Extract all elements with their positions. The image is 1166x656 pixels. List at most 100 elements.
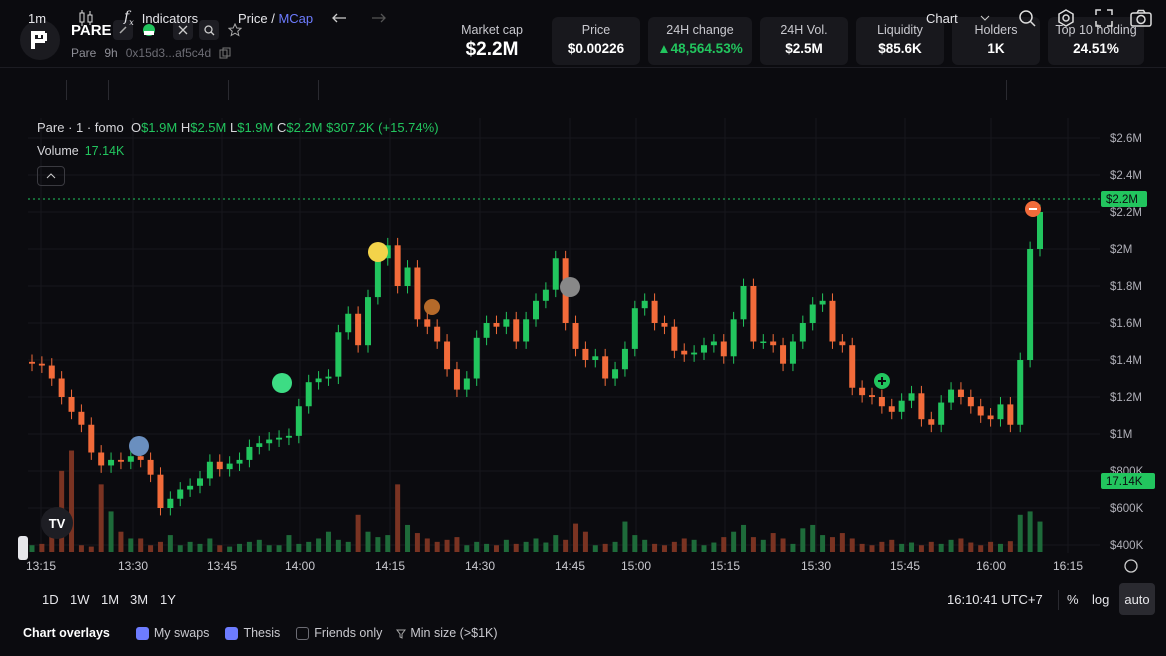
price-mcap-toggle[interactable]: Price / MCap	[238, 10, 314, 26]
candle-body	[671, 326, 678, 351]
candle-body	[38, 363, 45, 366]
range-1m[interactable]: 1M	[101, 592, 120, 607]
chevron-up-icon	[46, 173, 56, 179]
range-3m[interactable]: 3M	[130, 592, 149, 607]
candle-body	[108, 459, 115, 466]
volume-bar	[829, 537, 835, 552]
star-icon[interactable]	[225, 20, 245, 40]
candle-body	[1017, 360, 1024, 425]
stat-liquidity: Liquidity $85.6K	[856, 17, 944, 65]
search-icon[interactable]	[199, 20, 219, 40]
volume-bar	[988, 541, 994, 552]
volume-bar	[414, 533, 420, 552]
volume-bar	[968, 542, 974, 552]
token-name: PARE	[71, 22, 112, 39]
candle-body	[117, 459, 124, 462]
volume-bar	[1027, 511, 1033, 552]
redo-icon[interactable]	[370, 0, 386, 36]
overlay-my-swaps[interactable]: My swaps	[135, 626, 209, 641]
y-tick-label: $1.8M	[1110, 281, 1142, 293]
range-1d[interactable]: 1D	[42, 592, 59, 607]
overlay-thesis[interactable]: Thesis	[225, 626, 280, 641]
candle-body	[256, 443, 263, 447]
user-avatar-marker	[129, 436, 149, 456]
volume-bar	[227, 546, 233, 552]
x-twitter-icon[interactable]	[173, 20, 193, 40]
undo-icon[interactable]	[332, 0, 348, 36]
x-tick-label: 16:15	[1053, 559, 1083, 573]
interval-select[interactable]: 1m	[28, 10, 47, 26]
volume-bar	[602, 543, 608, 552]
volume-bar	[721, 537, 727, 552]
candle-body	[1037, 212, 1043, 249]
overlay-min-size[interactable]: Min size (>$1K)	[396, 626, 498, 640]
volume-bar	[859, 543, 865, 552]
volume-bar	[148, 545, 154, 552]
indicator-search-icon[interactable]	[1018, 0, 1036, 36]
candle-body	[434, 326, 441, 342]
range-1y[interactable]: 1Y	[160, 592, 176, 607]
auto-scale-toggle[interactable]: auto	[1119, 583, 1155, 615]
price-chart[interactable]: $2.6M $2.4M $2.2M $2M $1.8M $1.6M $1.4M $1.2M $1…	[0, 110, 1166, 580]
percent-scale-toggle[interactable]: %	[1067, 592, 1079, 607]
volume-bar	[671, 541, 677, 552]
token-ticker: Pare	[71, 46, 97, 60]
pump-icon[interactable]	[139, 20, 159, 40]
token-logo	[20, 20, 60, 60]
candle-body	[266, 439, 273, 444]
copy-icon[interactable]	[219, 47, 231, 59]
chevron-down-icon	[980, 15, 990, 21]
token-header: PARE Pare 9h 0x15d3...af5c4d	[0, 0, 1166, 68]
stat-24h-volume: 24H Vol. $2.5M	[760, 17, 848, 65]
candle-body	[276, 437, 283, 440]
edit-icon[interactable]	[113, 20, 133, 40]
log-scale-toggle[interactable]: log	[1092, 592, 1110, 607]
volume-bar	[177, 545, 183, 552]
candle-body	[908, 393, 915, 401]
y-tick-label: $2.4M	[1110, 170, 1142, 182]
candle-body	[414, 267, 421, 320]
volume-bar	[533, 538, 539, 552]
volume-bar	[711, 542, 717, 552]
volume-bar	[365, 531, 371, 552]
volume-bar	[800, 528, 806, 552]
candle-type-button[interactable]	[78, 0, 94, 36]
candle-body	[374, 258, 381, 298]
candle-body	[967, 397, 974, 407]
y-tick-label: $2.2M	[1110, 207, 1142, 219]
camera-icon[interactable]	[1130, 0, 1152, 36]
tradingview-logo	[41, 507, 73, 539]
volume-bar	[78, 545, 84, 552]
candle-body	[661, 323, 668, 327]
volume-bar	[464, 545, 470, 552]
volume-bar	[849, 538, 855, 552]
token-address[interactable]: 0x15d3...af5c4d	[125, 46, 212, 60]
overlay-friends-only[interactable]: Friends only	[296, 626, 382, 641]
legend-collapse-button[interactable]	[37, 166, 65, 186]
candle-body	[809, 304, 816, 323]
volume-bar	[405, 524, 411, 552]
chart-type-select[interactable]: Chart	[926, 0, 990, 36]
range-1w[interactable]: 1W	[70, 592, 90, 607]
volume-bar	[167, 535, 173, 552]
user-avatar-marker	[368, 242, 388, 262]
y-tick-label: $2.6M	[1110, 133, 1142, 145]
fullscreen-icon[interactable]	[1095, 0, 1113, 36]
settings-icon[interactable]	[1056, 0, 1076, 36]
utc-clock[interactable]: 16:10:41 UTC+7	[947, 592, 1043, 607]
volume-bar	[88, 546, 94, 552]
volume-bar	[187, 541, 193, 552]
volume-bar	[869, 545, 875, 552]
indicators-button[interactable]: fx Indicators	[124, 9, 199, 27]
candle-body	[789, 341, 796, 364]
candle-body	[137, 456, 144, 460]
volume-bar	[622, 521, 628, 552]
checkbox-checked-icon	[225, 627, 239, 641]
candle-body	[29, 361, 35, 364]
chart-overlays-bar: Chart overlays My swaps Thesis Friends o…	[0, 618, 1166, 648]
volume-bar	[553, 535, 559, 552]
candle-body	[977, 406, 984, 416]
x-tick-label: 15:45	[890, 559, 920, 573]
volume-bar	[434, 541, 440, 552]
candle-body	[740, 286, 747, 320]
